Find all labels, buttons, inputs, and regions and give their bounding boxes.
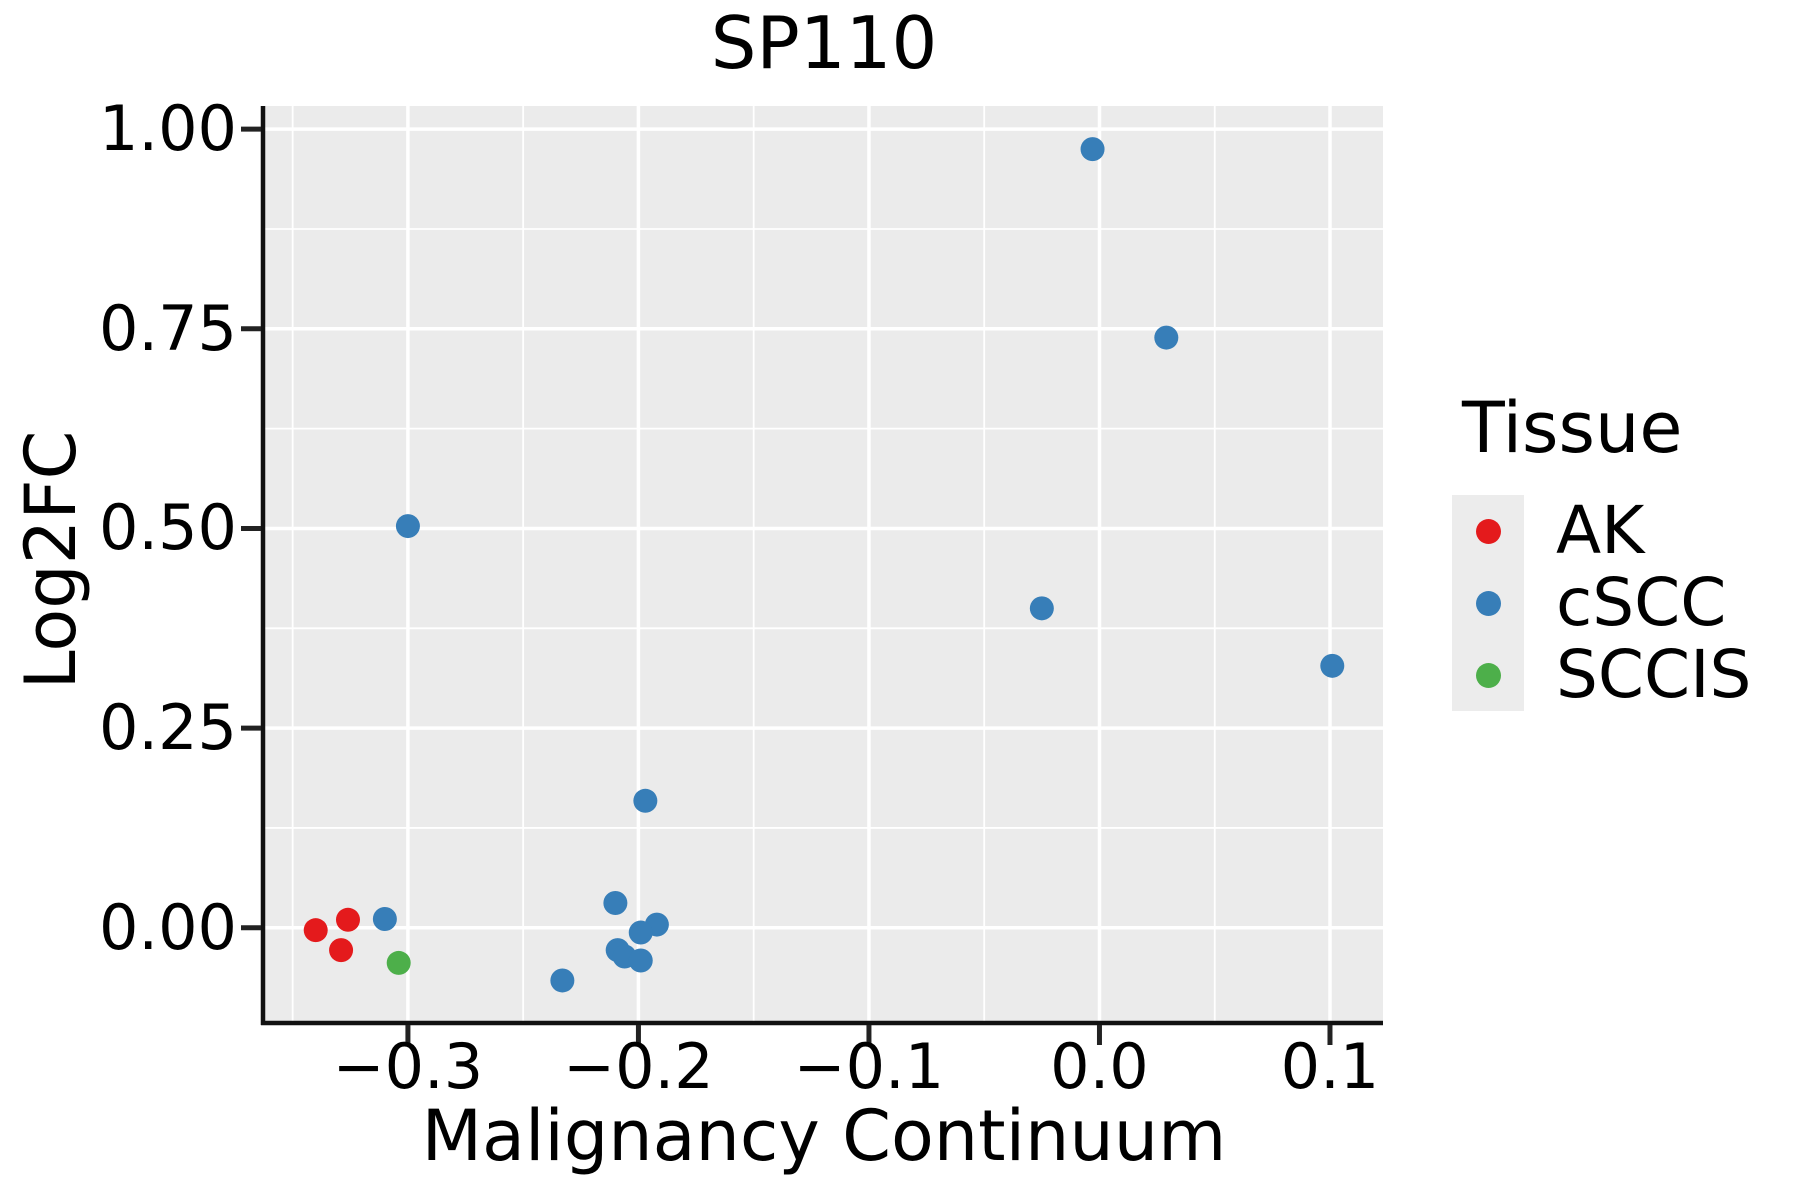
data-point-cscc <box>395 514 420 539</box>
plot-title: SP110 <box>710 1 938 85</box>
data-point-cscc <box>603 891 628 916</box>
legend-key-box <box>1452 495 1524 567</box>
legend-entry-cscc: cSCC <box>1452 567 1751 639</box>
data-point-ak <box>335 907 360 932</box>
data-point-cscc <box>372 906 397 931</box>
data-point-sccis <box>386 950 411 975</box>
data-point-cscc <box>1029 596 1054 621</box>
legend-label-cscc: cSCC <box>1556 564 1727 641</box>
legend-entry-sccis: SCCIS <box>1452 639 1751 711</box>
ak-point-icon <box>1475 518 1501 544</box>
x-tick-label-0.1: 0.1 <box>1280 1030 1380 1103</box>
legend-label-sccis: SCCIS <box>1556 636 1752 713</box>
legend-title: Tissue <box>1462 387 1683 469</box>
data-point-cscc <box>1154 325 1179 350</box>
legend-key-box <box>1452 639 1524 711</box>
data-point-cscc <box>628 948 653 973</box>
y-tick-label-0.50: 0.50 <box>98 491 237 565</box>
data-point-cscc <box>1080 137 1105 162</box>
cscc-point-icon <box>1475 590 1501 616</box>
data-point-ak <box>329 938 354 963</box>
y-tick-label-0.25: 0.25 <box>98 691 237 765</box>
x-tick-label--0.1: −0.1 <box>793 1030 945 1103</box>
x-tick-label-0.0: 0.0 <box>1050 1030 1149 1103</box>
data-point-cscc <box>550 968 575 993</box>
legend-entry-ak: AK <box>1452 495 1751 567</box>
y-tick-label-0.00: 0.00 <box>98 890 237 964</box>
x-axis-title: Malignancy Continuum <box>421 1095 1227 1177</box>
y-axis-title: Log2FC <box>10 430 92 690</box>
x-tick-label--0.2: −0.2 <box>563 1030 714 1103</box>
legend-label-ak: AK <box>1556 492 1645 569</box>
data-point-cscc <box>628 920 653 945</box>
sccis-point-icon <box>1475 662 1501 688</box>
data-point-cscc <box>633 788 658 813</box>
legend: Tissue AK cSCC SCCIS <box>1452 390 1751 711</box>
y-tick-label-0.75: 0.75 <box>98 291 237 365</box>
panel-background <box>265 106 1383 1022</box>
x-tick-label--0.3: −0.3 <box>332 1030 484 1103</box>
legend-key-box <box>1452 567 1524 639</box>
legend-keys: AK cSCC SCCIS <box>1452 495 1751 711</box>
data-point-ak <box>303 918 328 943</box>
y-tick-label-1.00: 1.00 <box>98 92 237 166</box>
data-point-cscc <box>1320 653 1345 678</box>
